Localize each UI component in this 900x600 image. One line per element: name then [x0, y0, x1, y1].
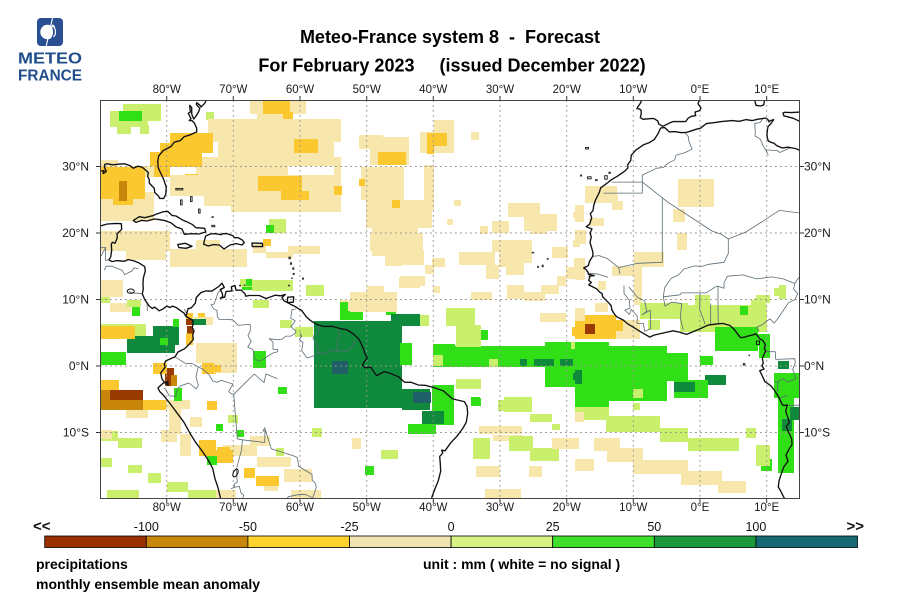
- svg-text:precipitations: precipitations: [36, 556, 128, 572]
- svg-text:-50: -50: [239, 520, 257, 534]
- svg-text:Meteo-France system 8 - Fore: Meteo-France system 8 - Forecast: [300, 27, 600, 47]
- svg-text:40°W: 40°W: [419, 84, 447, 96]
- svg-text:70°W: 70°W: [219, 502, 247, 514]
- svg-text:monthly ensemble mean anomaly: monthly ensemble mean anomaly: [36, 576, 260, 592]
- svg-text:30°N: 30°N: [62, 160, 89, 174]
- svg-text:10°W: 10°W: [619, 502, 647, 514]
- svg-text:FRANCE: FRANCE: [18, 68, 82, 85]
- svg-text:80°W: 80°W: [153, 84, 181, 96]
- svg-text:METEO: METEO: [18, 51, 82, 68]
- svg-text:-100: -100: [134, 520, 159, 534]
- svg-text:60°W: 60°W: [286, 84, 314, 96]
- svg-text:0°N: 0°N: [69, 359, 89, 373]
- svg-text:30°W: 30°W: [486, 502, 514, 514]
- svg-text:20°W: 20°W: [553, 84, 581, 96]
- svg-text:10°E: 10°E: [754, 502, 779, 514]
- svg-text:10°S: 10°S: [804, 426, 830, 440]
- svg-text:0°E: 0°E: [691, 502, 710, 514]
- svg-text:0°N: 0°N: [804, 359, 824, 373]
- svg-text:80°W: 80°W: [153, 502, 181, 514]
- svg-text:For February 2023 (issued: For February 2023 (issued December 2022): [258, 56, 645, 76]
- svg-text:10°N: 10°N: [804, 293, 831, 307]
- svg-text:50°W: 50°W: [353, 502, 381, 514]
- svg-text:-25: -25: [340, 520, 358, 534]
- svg-text:unit : mm ( white = no signal: unit : mm ( white = no signal ): [423, 556, 620, 572]
- svg-text:0: 0: [448, 520, 455, 534]
- svg-text:60°W: 60°W: [286, 502, 314, 514]
- svg-text:>>: >>: [846, 518, 864, 535]
- svg-text:10°N: 10°N: [62, 293, 89, 307]
- svg-text:50: 50: [647, 520, 661, 534]
- svg-text:30°N: 30°N: [804, 160, 831, 174]
- svg-text:20°W: 20°W: [553, 502, 581, 514]
- svg-text:<<: <<: [33, 518, 51, 535]
- svg-text:10°S: 10°S: [63, 426, 89, 440]
- svg-text:70°W: 70°W: [219, 84, 247, 96]
- svg-text:0°E: 0°E: [691, 84, 710, 96]
- svg-text:10°E: 10°E: [754, 84, 779, 96]
- svg-text:20°N: 20°N: [804, 226, 831, 240]
- svg-text:10°W: 10°W: [619, 84, 647, 96]
- svg-text:25: 25: [546, 520, 560, 534]
- svg-text:40°W: 40°W: [419, 502, 447, 514]
- svg-text:100: 100: [745, 520, 766, 534]
- svg-text:50°W: 50°W: [353, 84, 381, 96]
- svg-text:30°W: 30°W: [486, 84, 514, 96]
- svg-text:20°N: 20°N: [62, 226, 89, 240]
